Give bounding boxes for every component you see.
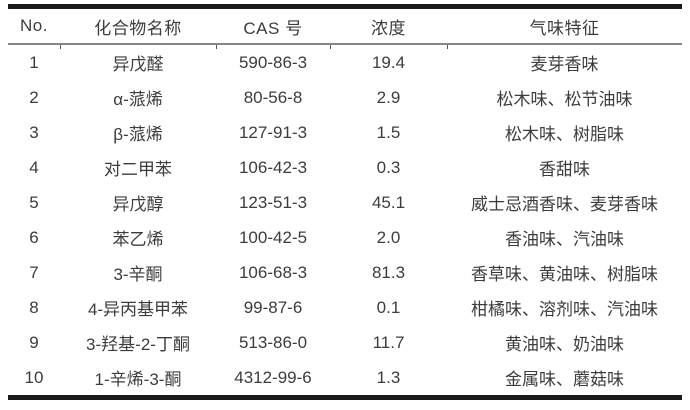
cell-odor: 麦芽香味 — [530, 55, 599, 74]
table-header-row: No. 化合物名称 CAS 号 浓度 气味特征 — [8, 6, 682, 45]
cell-compound-name: 异戊醇 — [112, 195, 164, 214]
cell-no: 8 — [29, 297, 39, 317]
cell-odor: 松木味、松节油味 — [496, 90, 633, 109]
cell-odor: 香草味、黄油味、树脂味 — [471, 265, 658, 284]
table-row: 4 对二甲苯 106-42-3 0.3 香甜味 — [8, 150, 682, 185]
cell-concentration: 2.0 — [376, 227, 401, 247]
cell-no: 10 — [24, 367, 44, 387]
column-divider-tick — [447, 45, 448, 49]
cell-no: 9 — [29, 332, 39, 352]
compound-odor-table: No. 化合物名称 CAS 号 浓度 气味特征 1 异戊醛 590-86-3 1… — [8, 4, 682, 400]
cell-concentration: 1.3 — [376, 367, 401, 387]
col-header-odor-character: 气味特征 — [447, 6, 682, 45]
cell-no: 5 — [29, 192, 39, 212]
cell-compound-name: 3-羟基-2-丁酮 — [86, 335, 190, 354]
cell-odor: 金属味、蘑菇味 — [505, 370, 624, 389]
table-row: 8 4-异丙基甲苯 99-87-6 0.1 柑橘味、溶剂味、汽油味 — [8, 290, 682, 325]
table-row: 10 1-辛烯-3-酮 4312-99-6 1.3 金属味、蘑菇味 — [8, 360, 682, 398]
cell-cas-number: 99-87-6 — [243, 297, 303, 317]
cell-cas-number: 106-42-3 — [238, 157, 308, 177]
cell-compound-name: 异戊醛 — [112, 55, 164, 74]
cell-cas-number: 127-91-3 — [238, 122, 308, 142]
cell-no: 6 — [29, 227, 39, 247]
col-header-compound-name: 化合物名称 — [60, 6, 216, 45]
cell-compound-name: 对二甲苯 — [104, 160, 172, 179]
cell-compound-name: α-蒎烯 — [113, 90, 163, 109]
column-divider-tick — [60, 45, 61, 49]
cell-compound-name: 3-辛酮 — [113, 265, 163, 284]
cell-compound-name: 苯乙烯 — [112, 230, 164, 249]
cell-odor: 松木味、树脂味 — [505, 125, 624, 144]
column-divider-tick — [330, 45, 331, 49]
cell-cas-number: 513-86-0 — [238, 332, 308, 352]
table-row: 2 α-蒎烯 80-56-8 2.9 松木味、松节油味 — [8, 80, 682, 115]
cell-cas-number: 123-51-3 — [238, 192, 308, 212]
cell-odor: 黄油味、奶油味 — [505, 335, 624, 354]
cell-cas-number: 80-56-8 — [243, 87, 303, 107]
col-header-cas-number: CAS 号 — [216, 6, 330, 45]
cell-odor: 香甜味 — [539, 160, 590, 179]
cell-concentration: 2.9 — [376, 87, 401, 107]
cell-no: 1 — [29, 52, 39, 72]
cell-cas-number: 590-86-3 — [238, 52, 308, 72]
table-row: 7 3-辛酮 106-68-3 81.3 香草味、黄油味、树脂味 — [8, 255, 682, 290]
table-row: 9 3-羟基-2-丁酮 513-86-0 11.7 黄油味、奶油味 — [8, 325, 682, 360]
cell-compound-name: β-蒎烯 — [113, 125, 163, 144]
table-row: 6 苯乙烯 100-42-5 2.0 香油味、汽油味 — [8, 220, 682, 255]
cell-cas-number: 100-42-5 — [238, 227, 308, 247]
cell-concentration: 1.5 — [376, 122, 401, 142]
cell-concentration: 0.1 — [376, 297, 401, 317]
cell-no: 4 — [29, 157, 39, 177]
table-row: 1 异戊醛 590-86-3 19.4 麦芽香味 — [8, 44, 682, 80]
col-header-concentration: 浓度 — [330, 6, 447, 45]
cell-no: 2 — [29, 87, 39, 107]
table-row: 3 β-蒎烯 127-91-3 1.5 松木味、树脂味 — [8, 115, 682, 150]
cell-no: 7 — [29, 262, 39, 282]
cell-concentration: 81.3 — [371, 262, 406, 282]
cell-odor: 威士忌酒香味、麦芽香味 — [471, 195, 658, 214]
col-header-no: No. — [8, 6, 60, 45]
cell-odor: 香油味、汽油味 — [505, 230, 624, 249]
cell-no: 3 — [29, 122, 39, 142]
cell-concentration: 11.7 — [372, 332, 405, 352]
cell-odor: 柑橘味、溶剂味、汽油味 — [471, 300, 658, 319]
cell-concentration: 45.1 — [371, 192, 406, 212]
cell-cas-number: 106-68-3 — [238, 262, 308, 282]
cell-compound-name: 4-异丙基甲苯 — [87, 300, 189, 319]
table-row: 5 异戊醇 123-51-3 45.1 威士忌酒香味、麦芽香味 — [8, 185, 682, 220]
cell-concentration: 19.4 — [371, 52, 406, 72]
cell-compound-name: 1-辛烯-3-酮 — [94, 370, 182, 389]
cell-cas-number: 4312-99-6 — [234, 367, 312, 387]
cell-concentration: 0.3 — [376, 157, 401, 177]
column-divider-tick — [216, 45, 217, 49]
three-line-table: No. 化合物名称 CAS 号 浓度 气味特征 1 异戊醛 590-86-3 1… — [8, 4, 682, 400]
